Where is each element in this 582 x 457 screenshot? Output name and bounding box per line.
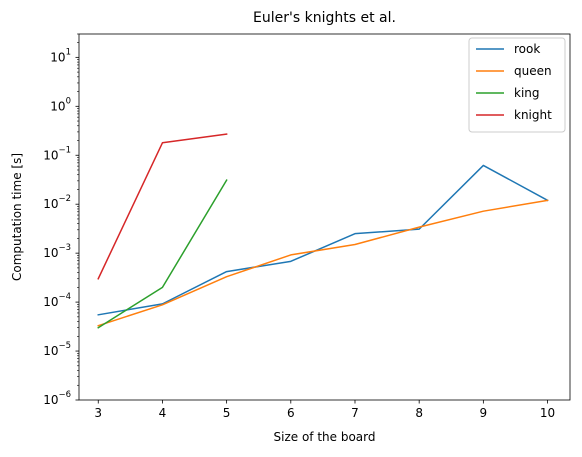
y-tick-exponent: 1 [66,47,71,57]
legend-label-king: king [514,86,540,100]
y-tick-label-4: 10−2 [43,194,71,211]
y-tick-base: 10 [43,344,58,358]
y-tick-base: 10 [43,393,58,407]
y-tick-label-2: 10−4 [43,292,71,309]
x-tick-label-3: 3 [94,406,102,420]
series-line-knight [97,133,228,280]
x-tick-label-9: 9 [480,406,488,420]
legend-label-queen: queen [514,64,552,78]
y-tick-exponent: −2 [58,194,71,204]
x-axis-label: Size of the board [274,430,376,444]
y-tick-exponent: −3 [58,243,71,253]
y-tick-exponent: −1 [58,145,71,155]
y-tick-exponent: −4 [58,292,71,302]
series-line-king [97,179,228,329]
legend: rook queen king knight [468,37,566,133]
y-tick-label-7: 101 [50,47,71,64]
y-tick-base: 10 [43,148,58,162]
legend-label-rook: rook [514,42,540,56]
y-tick-label-0: 10−6 [43,390,71,407]
x-tick-label-7: 7 [351,406,359,420]
y-tick-exponent: −5 [58,341,71,351]
y-tick-label-6: 100 [50,96,71,113]
x-tick-label-6: 6 [287,406,295,420]
plot-frame [78,33,571,401]
x-tick-label-5: 5 [223,406,231,420]
y-tick-base: 10 [50,99,65,113]
y-tick-base: 10 [43,246,58,260]
y-tick-base: 10 [43,197,58,211]
series-line-queen [97,199,549,327]
y-tick-base: 10 [43,295,58,309]
x-tick-label-10: 10 [540,406,555,420]
y-tick-exponent: −6 [58,390,71,400]
y-tick-label-1: 10−5 [43,341,71,358]
y-tick-base: 10 [50,50,65,64]
y-tick-label-3: 10−3 [43,243,71,260]
x-tick-label-8: 8 [415,406,423,420]
series-layer [97,133,549,329]
series-line-rook [97,164,549,316]
chart-title: Euler's knights et al. [253,10,396,26]
legend-label-knight: knight [514,108,552,122]
y-axis-label: Computation time [s] [10,153,24,281]
y-tick-exponent: 0 [66,96,71,106]
legend-box [468,37,566,133]
x-tick-label-4: 4 [159,406,167,420]
y-tick-label-5: 10−1 [43,145,71,162]
